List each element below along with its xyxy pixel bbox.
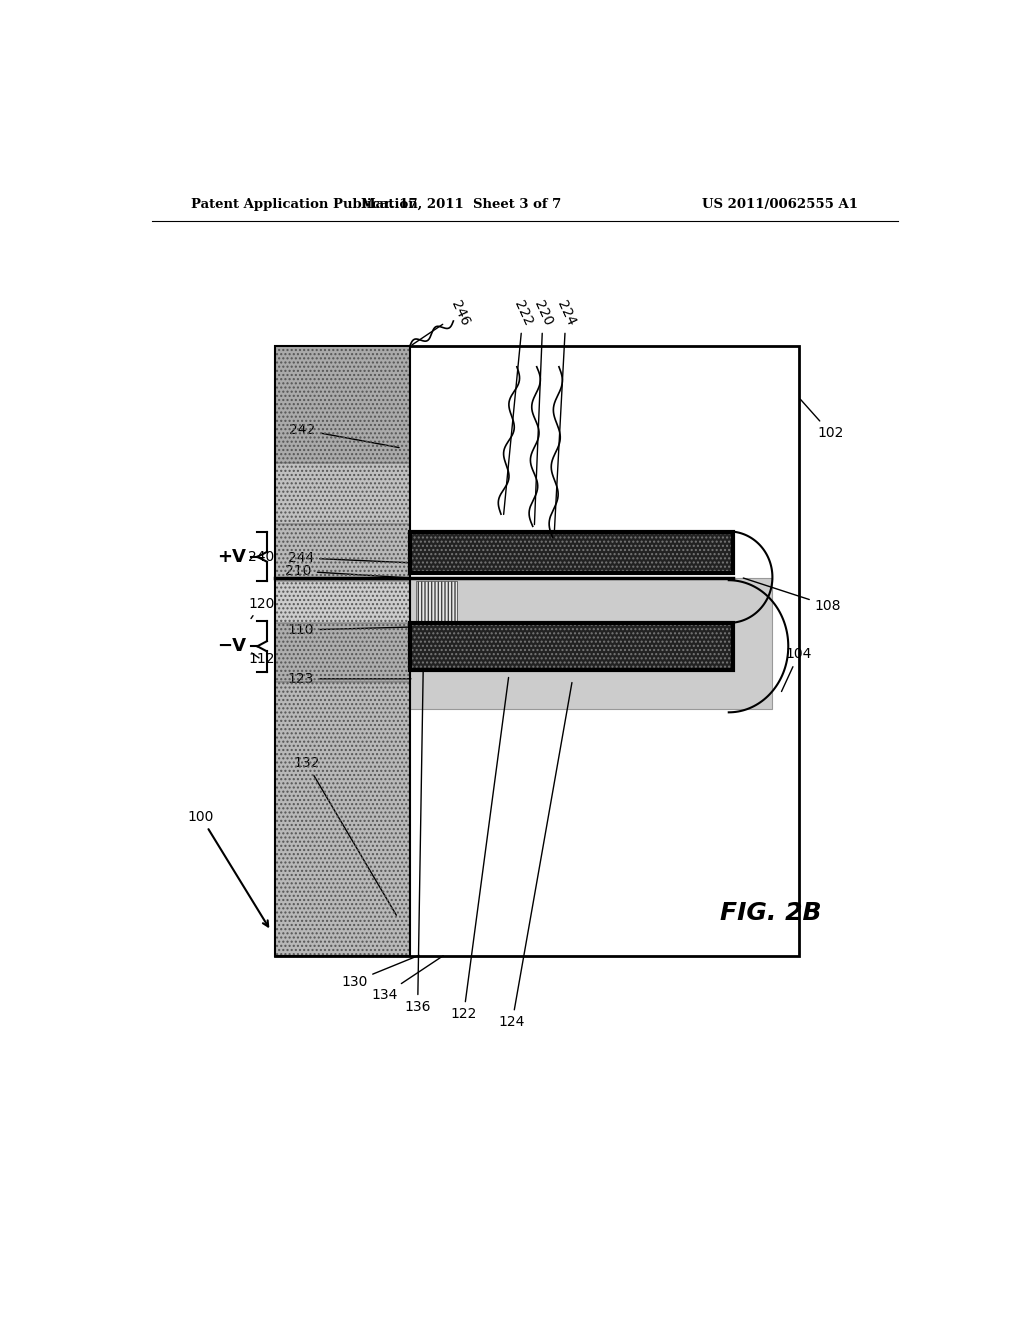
Text: US 2011/0062555 A1: US 2011/0062555 A1 — [702, 198, 858, 211]
Text: 132: 132 — [293, 756, 396, 915]
Bar — [274, 682, 410, 956]
Text: 110: 110 — [288, 623, 411, 638]
Text: 240: 240 — [248, 550, 274, 564]
Text: 246: 246 — [412, 298, 472, 345]
Text: 134: 134 — [371, 956, 443, 1002]
Bar — [274, 682, 410, 956]
Bar — [410, 532, 733, 573]
Bar — [274, 346, 799, 956]
Bar — [410, 623, 733, 669]
Text: Patent Application Publication: Patent Application Publication — [191, 198, 418, 211]
Bar — [274, 623, 410, 682]
Text: 112: 112 — [248, 652, 274, 667]
Bar — [410, 578, 772, 709]
Text: 220: 220 — [531, 298, 555, 524]
Bar — [274, 463, 410, 524]
Text: FIG. 2B: FIG. 2B — [720, 900, 821, 924]
Text: −V: −V — [217, 638, 246, 655]
Bar — [274, 463, 410, 524]
Text: Mar. 17, 2011  Sheet 3 of 7: Mar. 17, 2011 Sheet 3 of 7 — [361, 198, 561, 211]
Bar — [410, 532, 733, 573]
Text: 123: 123 — [288, 672, 411, 686]
Text: 136: 136 — [404, 623, 431, 1014]
Bar — [274, 346, 410, 463]
Text: 120: 120 — [248, 597, 274, 619]
Bar — [410, 623, 733, 669]
Bar — [274, 524, 410, 581]
Bar — [274, 524, 410, 581]
Text: 122: 122 — [451, 677, 509, 1022]
Text: 124: 124 — [499, 682, 572, 1030]
Bar — [410, 532, 733, 573]
Text: 210: 210 — [286, 564, 411, 578]
Text: 100: 100 — [187, 810, 268, 927]
Text: 104: 104 — [781, 647, 812, 692]
Text: 222: 222 — [504, 298, 536, 515]
Text: 130: 130 — [341, 956, 419, 989]
Bar — [416, 581, 458, 623]
Text: 108: 108 — [743, 578, 841, 612]
Text: 244: 244 — [288, 550, 411, 565]
Text: +V: +V — [217, 548, 246, 566]
Text: 242: 242 — [290, 422, 399, 447]
Bar — [274, 581, 410, 623]
Bar — [410, 623, 733, 669]
Bar — [274, 581, 410, 623]
Bar — [416, 581, 458, 623]
Bar — [274, 346, 410, 463]
Text: 102: 102 — [801, 400, 844, 440]
Bar — [274, 623, 410, 682]
Bar — [274, 346, 410, 956]
Text: 224: 224 — [554, 298, 578, 533]
